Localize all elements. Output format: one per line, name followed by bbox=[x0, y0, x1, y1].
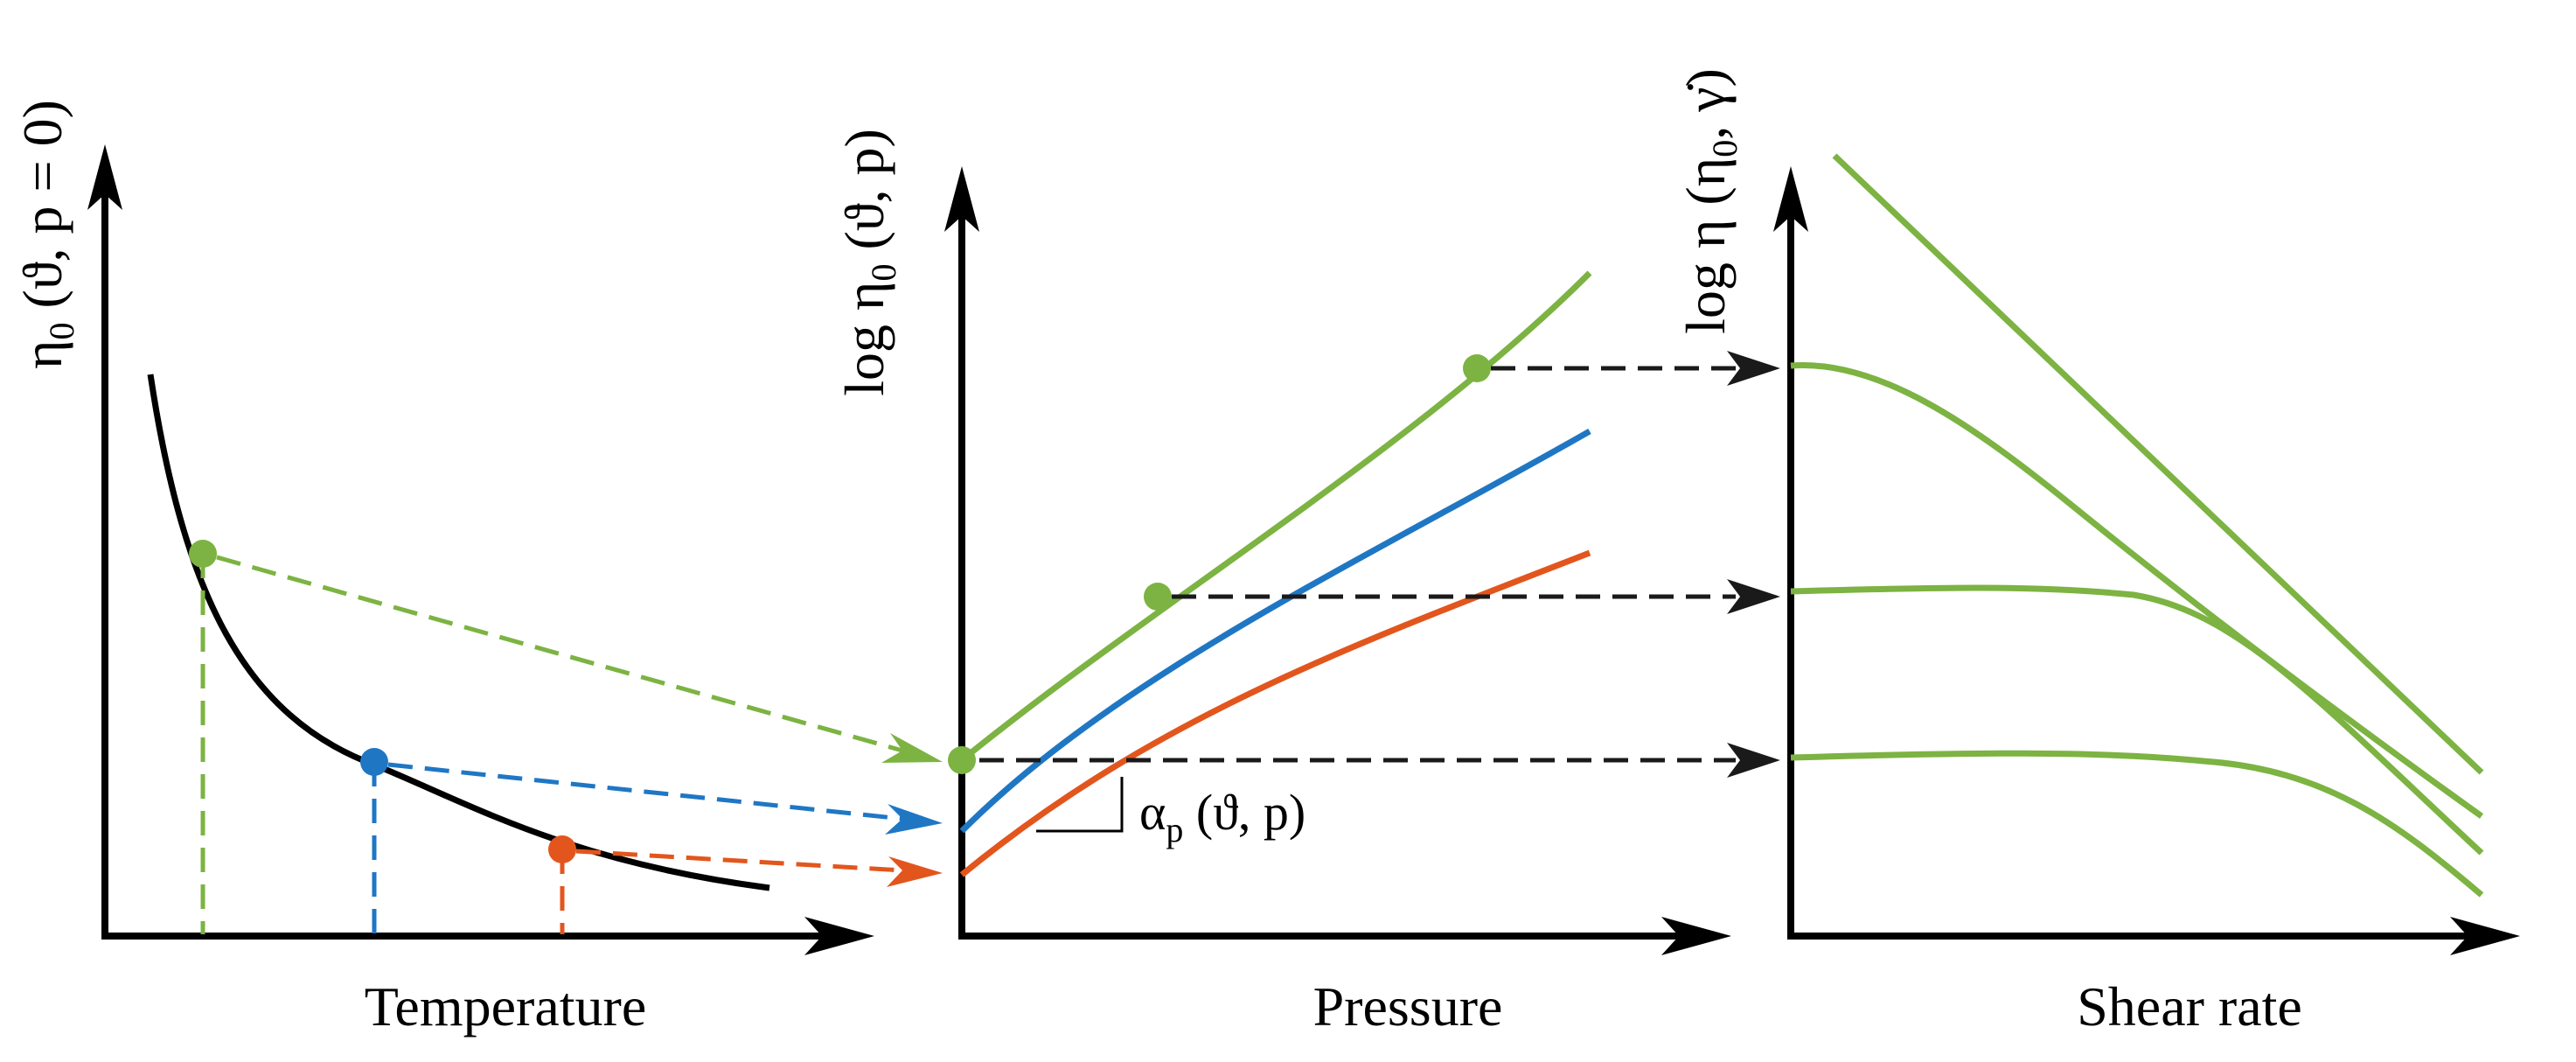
panel3-x-label: Shear rate bbox=[2077, 975, 2302, 1038]
panel1-y-label-args: (ϑ, p = 0) bbox=[11, 100, 73, 322]
green-transfer-arrowhead bbox=[881, 733, 943, 763]
panel3-x-axis-arrowhead bbox=[2450, 917, 2520, 955]
panel2-y-label-args: (ϑ, p) bbox=[833, 129, 895, 263]
panel3-y-label-sub: 0 bbox=[1705, 140, 1744, 157]
panel2-green-curve bbox=[959, 270, 1592, 763]
panel2-y-axis-arrowhead bbox=[944, 166, 979, 232]
panel2-x-axis-arrowhead bbox=[1661, 917, 1731, 955]
panel2-dash-low-arrowhead bbox=[1727, 743, 1780, 778]
transfer-arrows-1-2 bbox=[216, 555, 943, 887]
panel3-y-axis-arrowhead bbox=[1773, 166, 1808, 232]
panel1-viscosity-curve bbox=[147, 374, 770, 891]
panel2-x-label: Pressure bbox=[1313, 975, 1503, 1038]
panel2-green-point-mid bbox=[1144, 583, 1172, 611]
panel3-y-label-args: , γ̇) bbox=[1674, 68, 1737, 140]
panel1-y-label-sub: 0 bbox=[42, 322, 81, 339]
panel3-y-label-main: log η (η bbox=[1674, 157, 1737, 334]
panel2-green-point-low bbox=[948, 746, 976, 774]
panel1-y-label-main: η bbox=[11, 339, 73, 368]
green-transfer-arrow bbox=[216, 555, 903, 753]
slope-annotation-main: α bbox=[1139, 784, 1166, 841]
slope-annotation: αp (ϑ, p) bbox=[1139, 784, 1305, 849]
blue-transfer-arrow bbox=[387, 762, 903, 821]
orange-transfer-arrow bbox=[575, 849, 903, 873]
panel2-blue-curve bbox=[959, 428, 1591, 834]
panel2-y-label-sub: 0 bbox=[864, 264, 903, 282]
panel1-y-axis-arrowhead bbox=[87, 144, 122, 210]
blue-transfer-arrowhead bbox=[885, 804, 943, 835]
panel3-curve-low bbox=[1790, 750, 2484, 898]
panel2-green-point-high bbox=[1463, 354, 1491, 382]
panel-pressure: αp (ϑ, p) Pressure log η0 (ϑ, p) bbox=[833, 129, 1780, 1038]
panel3-curve-mid bbox=[1790, 584, 2484, 856]
panel1-y-label: η0 (ϑ, p = 0) bbox=[11, 100, 81, 369]
panel3-limit-line bbox=[1832, 153, 2484, 775]
panel-temperature: Temperature η0 (ϑ, p = 0) bbox=[11, 100, 874, 1038]
panel3-y-label: log η (η0, γ̇) bbox=[1674, 68, 1744, 334]
panel2-y-label-main: log η bbox=[833, 282, 895, 396]
panel1-x-label: Temperature bbox=[365, 975, 646, 1038]
panel-shear-rate: Shear rate log η (η0, γ̇) bbox=[1674, 68, 2520, 1038]
panel1-x-axis-arrowhead bbox=[804, 917, 874, 955]
panel1-orange-point bbox=[548, 835, 576, 863]
panel1-blue-point bbox=[360, 748, 388, 776]
orange-transfer-arrowhead bbox=[887, 856, 943, 887]
slope-triangle bbox=[1036, 777, 1124, 833]
slope-annotation-args: (ϑ, p) bbox=[1183, 784, 1305, 841]
panel2-orange-curve bbox=[959, 549, 1591, 877]
panel2-dash-high-arrowhead bbox=[1727, 351, 1780, 386]
slope-annotation-sub: p bbox=[1166, 810, 1183, 849]
panel2-dash-mid-arrowhead bbox=[1727, 579, 1780, 614]
panel1-green-point bbox=[189, 540, 217, 568]
panel3-curve-high bbox=[1790, 361, 2484, 819]
panel2-y-label: log η0 (ϑ, p) bbox=[833, 129, 903, 396]
